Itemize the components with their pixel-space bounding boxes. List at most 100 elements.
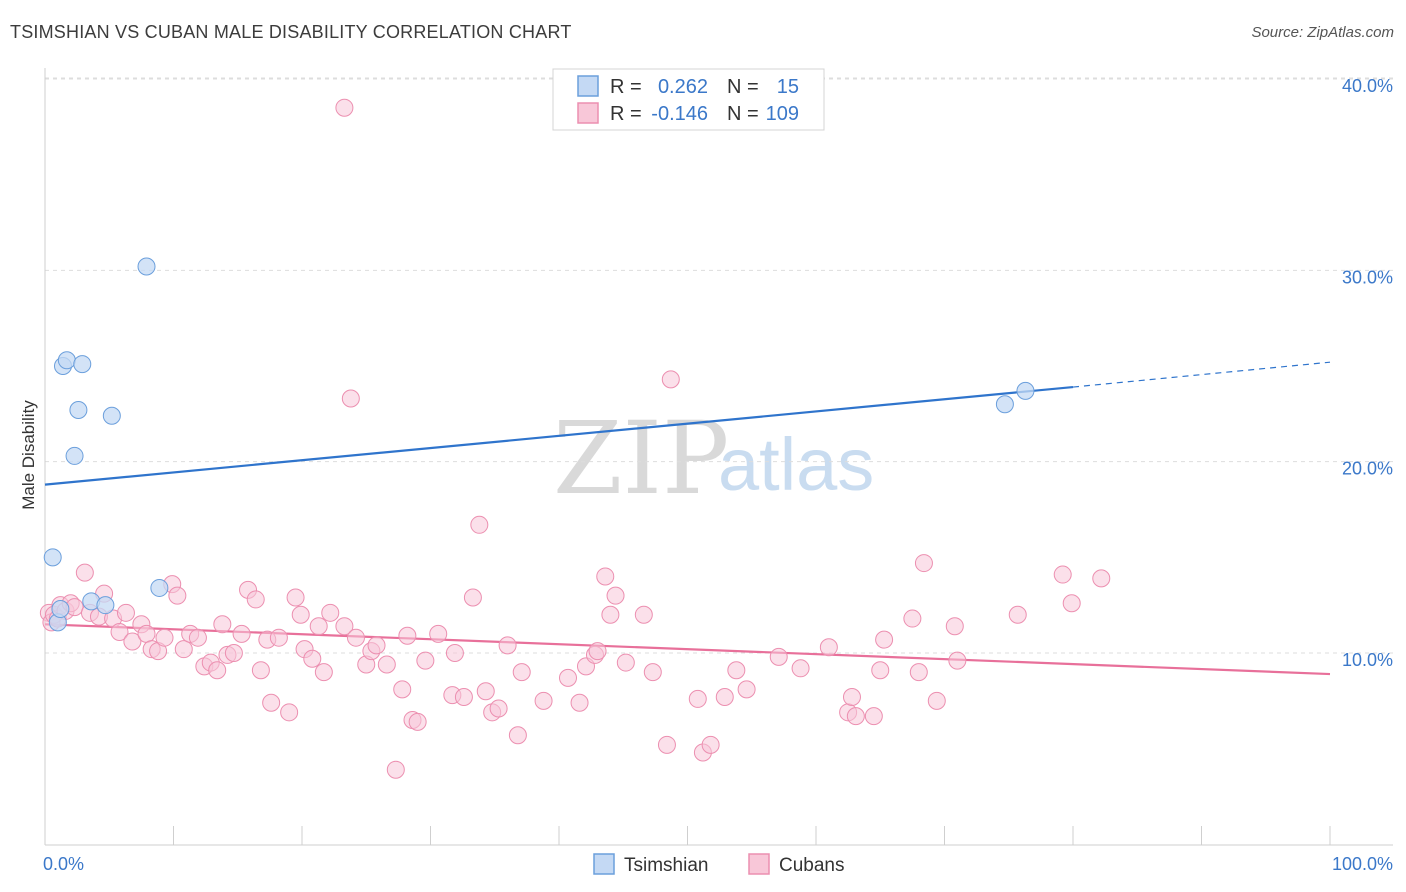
cubans-point [909,663,928,682]
tsimshian-points [43,257,1035,632]
watermark-atlas: atlas [718,423,874,506]
y-tick-label: 40.0% [1342,76,1393,96]
correlation-legend: R = 0.262 N = 15 R = -0.146 N = 109 [552,68,825,131]
cubans-point [110,622,129,641]
cubans-point [174,640,193,659]
cubans-point [927,691,946,710]
cubans-point [688,689,707,708]
tsimshian-point [43,548,62,567]
tsimshian-point [65,446,84,465]
y-axis-label: Male Disability [19,400,38,510]
cubans-point [341,389,360,408]
legend-n-value: 109 [766,103,799,125]
cubans-point [386,760,405,779]
gridlines [45,77,1395,654]
cubans-point [1092,569,1111,588]
cubans-point [606,586,625,605]
cubans-point [914,554,933,573]
cubans-point [286,588,305,607]
cubans-point [224,644,243,662]
x-tick-label: 0.0% [43,854,84,874]
cubans-point [463,588,482,607]
cubans-point [213,615,232,634]
cubans-point [188,628,207,647]
cubans-point [309,617,328,636]
cubans-point [842,688,861,707]
cubans-point [596,567,615,586]
cubans-point [715,688,734,707]
bottom-legend-swatch-cubans [748,853,770,875]
cubans-point [737,680,756,699]
axes [44,68,1393,846]
cubans-point [280,703,299,722]
cubans-point [75,563,94,582]
cubans-point [819,638,838,657]
tsimshian-point [73,355,92,374]
cubans-point [903,609,922,628]
tsimshian-point [51,599,70,618]
cubans-point [291,605,310,624]
cubans-point [948,651,967,670]
cubans-point [616,653,635,672]
legend-swatch-cubans [577,102,599,124]
cubans-point [303,649,322,668]
cubans-point [512,663,531,682]
cubans-point [269,628,288,647]
cubans-point [558,668,577,687]
cubans-point [123,632,142,651]
tsimshian-point [150,578,169,597]
tsimshian-point [69,401,88,420]
cubans-trend-line [44,623,1331,676]
cubans-point [398,626,417,645]
y-tick-label: 20.0% [1342,459,1393,479]
cubans-point [846,707,865,726]
watermark-zip: ZIP [553,400,729,517]
tsimshian-point [1016,381,1035,400]
cubans-point [791,659,810,678]
cubans-point [208,661,227,680]
cubans-point [137,624,156,643]
cubans-point [246,590,265,609]
cubans-point [643,663,662,682]
cubans-point [601,605,620,624]
cubans-point [314,663,333,682]
cubans-point [232,624,251,643]
cubans-point [377,655,396,674]
cubans-point [508,726,527,745]
cubans-point [570,693,589,712]
cubans-point [445,644,464,662]
bottom-legend-swatch-tsimshian [593,853,615,875]
cubans-point [769,647,788,666]
cubans-point [1053,565,1072,584]
legend-n-label: N = [727,103,759,125]
cubans-point [335,617,354,636]
cubans-point [534,691,553,710]
cubans-point [1062,594,1081,613]
cubans-point [864,707,883,726]
legend-r-value: -0.146 [651,103,708,125]
cubans-point [588,642,607,661]
bottom-legend-cubans: Cubans [779,855,845,876]
cubans-point [498,636,517,655]
x-tick-label: 100.0% [1332,854,1393,874]
series-legend: Tsimshian Cubans [593,853,845,876]
legend-r-value: 0.262 [658,76,708,98]
source-label: Source: ZipAtlas.com [1251,24,1394,41]
chart-title: TSIMSHIAN VS CUBAN MALE DISABILITY CORRE… [10,22,572,42]
cubans-point [346,628,365,647]
legend-n-label: N = [727,76,759,98]
legend-r-label: R = [610,76,642,98]
cubans-point [727,661,746,680]
tsimshian-point [96,596,115,615]
cubans-point [657,735,676,754]
tick-labels: 10.0% 20.0% 30.0% 40.0% 0.0% 100.0% [43,76,1393,874]
cubans-point [168,586,187,605]
cubans-point [416,651,435,670]
cubans-point [476,682,495,701]
cubans-point [367,636,386,655]
cubans-point [1008,605,1027,624]
cubans-point [661,370,680,389]
trend-lines [44,361,1331,676]
cubans-point [701,735,720,754]
